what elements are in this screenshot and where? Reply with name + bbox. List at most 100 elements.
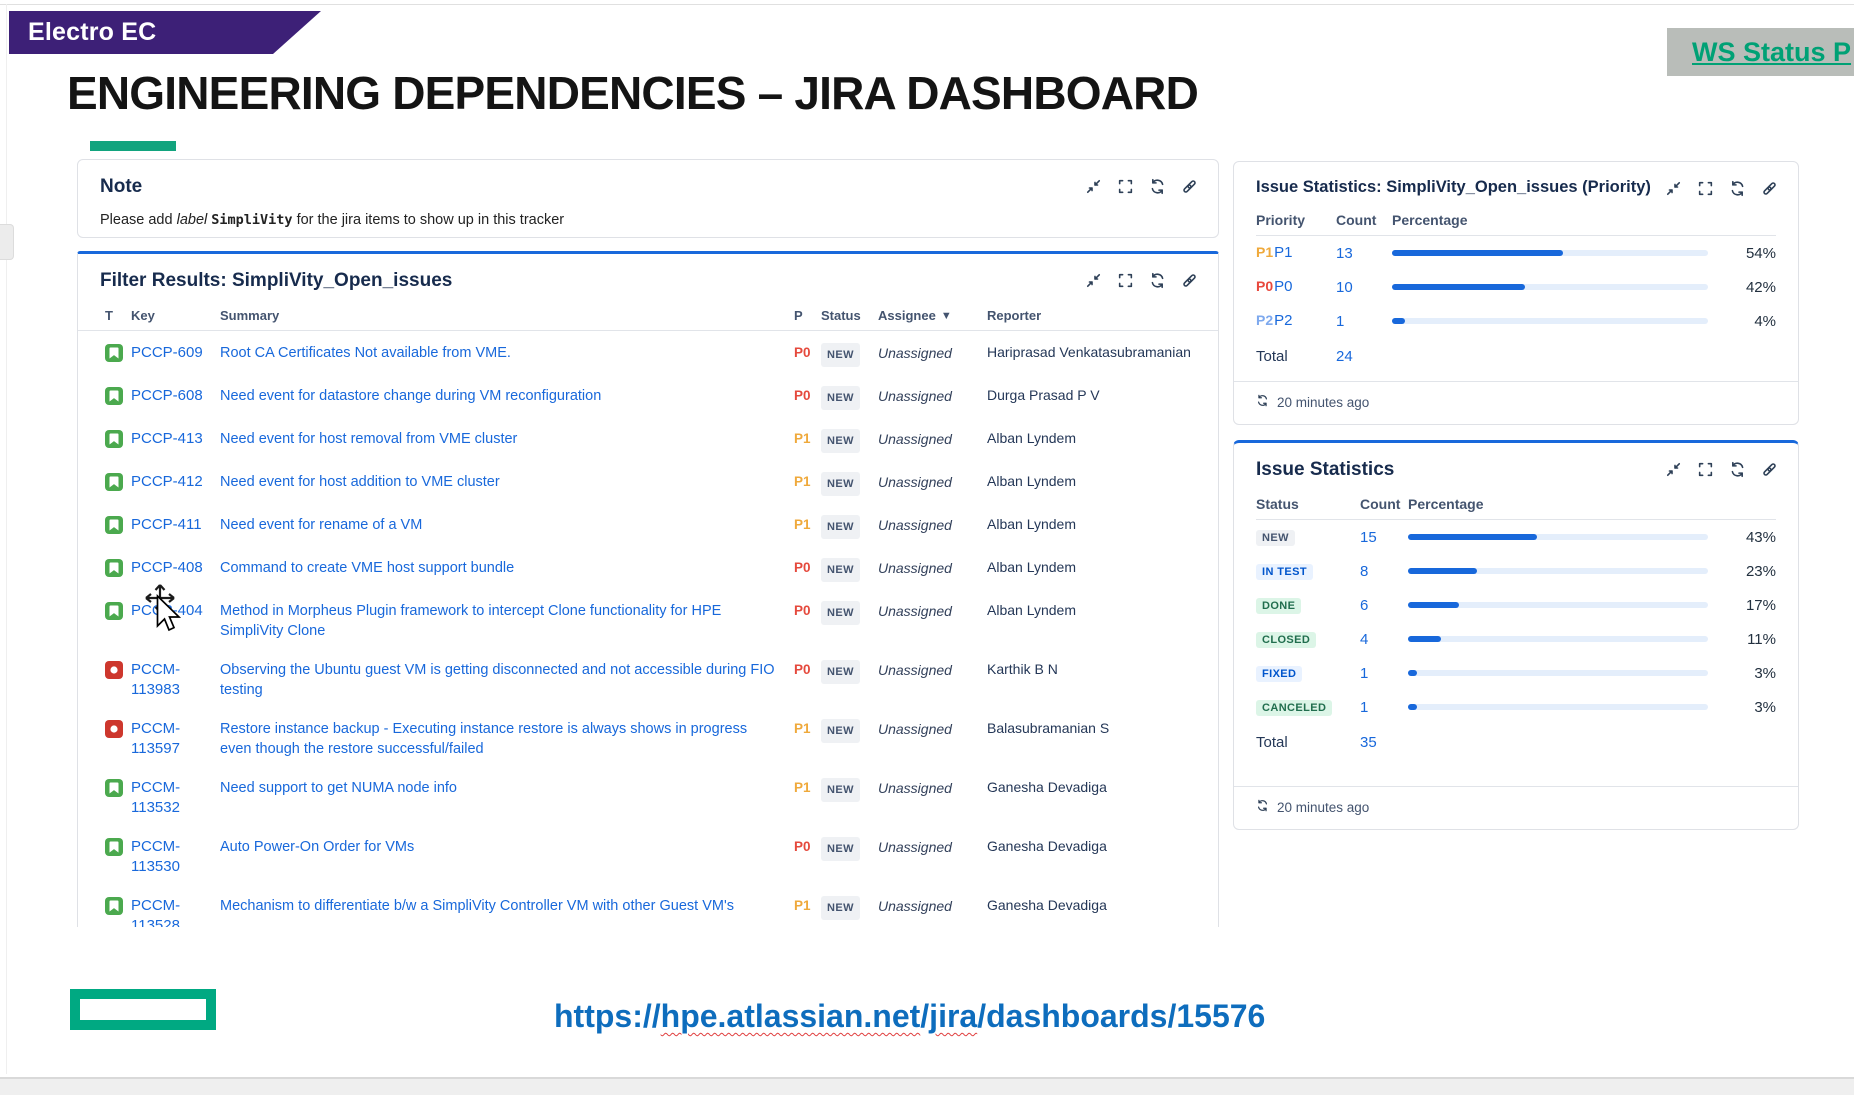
column-type[interactable]: T	[105, 308, 113, 323]
column-status[interactable]: Status	[821, 308, 861, 323]
table-row: PCCM-113532 Need support to get NUMA node…	[78, 768, 1218, 827]
minimize-icon[interactable]	[1085, 178, 1102, 195]
issue-summary-link[interactable]: Restore instance backup - Executing inst…	[220, 721, 748, 757]
priority-link[interactable]: P0	[1274, 278, 1293, 295]
priority-link[interactable]: P2	[1274, 312, 1293, 329]
priority-link[interactable]: P1	[1274, 244, 1293, 261]
issue-summary-link[interactable]: Need event for host addition to VME clus…	[220, 474, 500, 490]
reporter-value: Alban Lyndem	[987, 430, 1076, 446]
issue-key-link[interactable]: PCCM-113597	[131, 720, 181, 757]
issue-key-link[interactable]: PCCP-608	[131, 387, 203, 404]
issue-summary-link[interactable]: Need event for rename of a VM	[220, 517, 423, 533]
status-badge: DONE	[1256, 598, 1302, 614]
stat-count-link[interactable]: 6	[1360, 596, 1369, 614]
refresh-icon[interactable]	[1149, 272, 1166, 289]
issue-summary-link[interactable]: Auto Power-On Order for VMs	[220, 839, 415, 855]
table-row: PCCP-411 Need event for rename of a VM P1 N…	[78, 505, 1218, 548]
status-badge: FIXED	[1256, 666, 1303, 682]
priority-value: P1	[794, 517, 811, 532]
issue-key-link[interactable]: PCCP-411	[131, 516, 202, 533]
bug-icon	[105, 661, 123, 679]
refresh-icon[interactable]	[1256, 799, 1269, 815]
stat-count-link[interactable]: 8	[1360, 562, 1369, 580]
percentage-bar	[1408, 568, 1708, 574]
issue-summary-link[interactable]: Mechanism to differentiate b/w a SimpliV…	[220, 898, 734, 914]
filter-results-title: Filter Results: SimpliVity_Open_issues	[100, 270, 453, 291]
percentage-value: 3%	[1754, 698, 1776, 716]
refresh-icon[interactable]	[1149, 178, 1166, 195]
stat-count-link[interactable]: 13	[1336, 244, 1353, 262]
priority-icon: P1	[1256, 244, 1274, 260]
expand-icon[interactable]	[1117, 272, 1134, 289]
issue-key-link[interactable]: PCCP-412	[131, 473, 203, 490]
stat-count-link[interactable]: 4	[1360, 630, 1369, 648]
issue-key-link[interactable]: PCCM-113983	[131, 661, 181, 698]
refresh-icon[interactable]	[1729, 461, 1746, 478]
column-priority[interactable]: P	[794, 308, 803, 323]
issue-summary-link[interactable]: Need support to get NUMA node info	[220, 780, 457, 796]
priority-value: P0	[794, 560, 811, 575]
column-summary[interactable]: Summary	[220, 308, 280, 323]
issue-summary-link[interactable]: Observing the Ubuntu guest VM is getting…	[220, 662, 775, 698]
percentage-value: 11%	[1747, 630, 1776, 648]
percentage-value: 42%	[1745, 278, 1776, 296]
issue-key-link[interactable]: PCCP-413	[131, 430, 203, 447]
assignee-value: Unassigned	[878, 345, 952, 361]
refresh-icon[interactable]	[1729, 180, 1746, 197]
stat-count-link[interactable]: 1	[1360, 698, 1369, 716]
issue-key-link[interactable]: PCCP-408	[131, 559, 203, 576]
priority-value: P0	[794, 603, 811, 618]
issue-summary-link[interactable]: Method in Morpheus Plugin framework to i…	[220, 603, 722, 639]
column-key[interactable]: Key	[131, 308, 155, 323]
issue-summary-link[interactable]: Need event for host removal from VME clu…	[220, 431, 518, 447]
issue-statistics-priority-gadget: Issue Statistics: SimpliVity_Open_issues…	[1233, 161, 1799, 425]
assignee-value: Unassigned	[878, 839, 952, 855]
link-icon[interactable]	[1761, 180, 1778, 197]
stat-row: P0P0 10 42%	[1234, 270, 1798, 304]
priority-value: P0	[794, 345, 811, 360]
expand-icon[interactable]	[1697, 180, 1714, 197]
issue-summary-link[interactable]: Need event for datastore change during V…	[220, 388, 602, 404]
issue-key-link[interactable]: PCCM-113530	[131, 838, 181, 875]
dashboard-url[interactable]: https://hpe.atlassian.net/jira/dashboard…	[554, 998, 1266, 1034]
story-icon	[105, 602, 123, 620]
minimize-icon[interactable]	[1665, 461, 1682, 478]
issue-key-link[interactable]: PCCM-113528	[131, 897, 181, 927]
link-icon[interactable]	[1761, 461, 1778, 478]
issue-key-link[interactable]: PCCM-113532	[131, 779, 181, 816]
stat-count-link[interactable]: 1	[1336, 312, 1345, 330]
table-row: PCCP-408 Command to create VME host suppo…	[78, 548, 1218, 591]
ws-status-link[interactable]: WS Status P	[1692, 36, 1852, 67]
table-row: PCCP-413 Need event for host removal from…	[78, 419, 1218, 462]
note-title: Note	[100, 176, 143, 197]
minimize-icon[interactable]	[1085, 272, 1102, 289]
issue-summary-link[interactable]: Command to create VME host support bundl…	[220, 560, 515, 576]
page-title: ENGINEERING DEPENDENCIES – JIRA DASHBOAR…	[67, 67, 1199, 119]
stats-status-title: Issue Statistics	[1256, 459, 1395, 480]
stat-count-link[interactable]: 10	[1336, 278, 1353, 296]
stats-status-footer: 20 minutes ago	[1234, 786, 1798, 829]
link-icon[interactable]	[1181, 178, 1198, 195]
link-icon[interactable]	[1181, 272, 1198, 289]
priority-value: P1	[794, 474, 811, 489]
refresh-icon[interactable]	[1256, 394, 1269, 410]
issue-summary-link[interactable]: Root CA Certificates Not available from …	[220, 345, 511, 361]
issue-key-link[interactable]: PCCP-609	[131, 344, 203, 361]
status-badge: NEW	[821, 343, 860, 367]
column-assignee[interactable]: Assignee ▼	[878, 308, 952, 323]
total-count-link[interactable]: 24	[1336, 347, 1353, 365]
priority-value: P1	[794, 431, 811, 446]
total-count-link[interactable]: 35	[1360, 733, 1377, 751]
minimize-icon[interactable]	[1665, 180, 1682, 197]
table-row: PCCM-113530 Auto Power-On Order for VMs P0…	[78, 827, 1218, 886]
expand-icon[interactable]	[1117, 178, 1134, 195]
column-reporter[interactable]: Reporter	[987, 308, 1042, 323]
reporter-value: Ganesha Devadiga	[987, 897, 1107, 913]
expand-icon[interactable]	[1697, 461, 1714, 478]
priority-value: P0	[794, 388, 811, 403]
priority-value: P1	[794, 721, 811, 736]
issue-statistics-status-gadget: Issue Statistics Status Count Percentage…	[1233, 440, 1799, 830]
stat-count-link[interactable]: 15	[1360, 528, 1377, 546]
stat-count-link[interactable]: 1	[1360, 664, 1369, 682]
story-icon	[105, 559, 123, 577]
